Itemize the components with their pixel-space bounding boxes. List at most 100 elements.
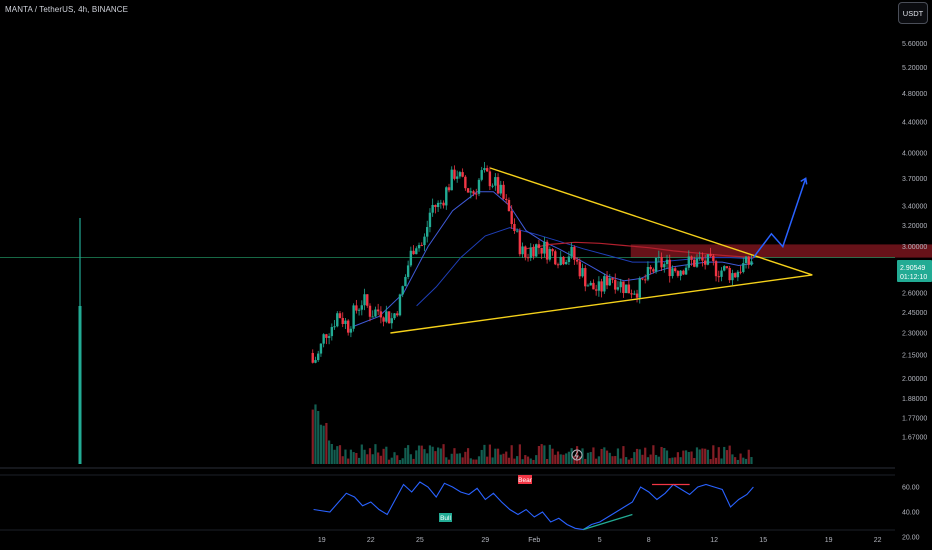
triangle-upper-line — [489, 167, 813, 276]
candle-body — [445, 187, 448, 206]
volume-bar — [736, 459, 739, 464]
volume-bar — [338, 445, 342, 464]
candle-body — [559, 256, 562, 265]
volume-bar — [652, 445, 655, 464]
candle-body — [684, 267, 688, 275]
candle-body — [540, 247, 543, 254]
candle-body — [436, 202, 440, 208]
candle-body — [415, 248, 418, 255]
volume-bar — [439, 448, 442, 464]
volume-bar — [742, 457, 745, 464]
volume-bar — [407, 445, 410, 464]
candle-body — [505, 198, 508, 200]
candle-body — [401, 286, 404, 295]
price-tick-label: 4.80000 — [902, 91, 927, 98]
candle-body — [744, 256, 748, 264]
candle-body — [477, 179, 481, 194]
candle-body — [714, 261, 718, 277]
candle-body — [406, 265, 410, 277]
volume-bar — [524, 455, 527, 464]
volume-bar — [627, 459, 630, 464]
volume-bar — [589, 452, 592, 464]
candle-body — [442, 202, 445, 206]
volume-bar — [355, 452, 358, 464]
candle-body — [466, 188, 470, 193]
candle-body — [747, 256, 750, 265]
candle-body — [654, 257, 658, 272]
volume-bar — [398, 459, 402, 464]
candle-body — [695, 258, 699, 267]
candle-body — [319, 343, 323, 354]
candle-body — [712, 255, 715, 262]
bull-badge: Bull — [439, 513, 452, 522]
candle-body — [652, 269, 655, 272]
volume-bar — [655, 454, 658, 464]
volume-bar — [475, 459, 478, 464]
candle-body — [390, 318, 393, 324]
volume-bar — [641, 454, 644, 464]
volume-bar — [731, 454, 734, 464]
candle-body — [660, 257, 663, 268]
volume-bar — [734, 457, 737, 464]
volume-bar — [559, 454, 562, 464]
candles-layer — [78, 161, 753, 464]
volume-bar — [456, 453, 459, 464]
candle-body — [521, 246, 524, 255]
candle-body — [611, 278, 614, 280]
volume-bar — [480, 449, 483, 464]
candle-body — [396, 313, 399, 316]
grid-layer — [0, 467, 895, 531]
volume-bar — [379, 455, 382, 464]
triangle-pattern-layer — [390, 167, 813, 461]
volume-bar — [592, 447, 595, 464]
candle-body — [630, 293, 633, 295]
volume-bar — [665, 450, 669, 464]
candle-body — [423, 236, 426, 246]
volume-bar — [415, 450, 418, 464]
volume-bar — [720, 458, 723, 464]
candle-body — [627, 284, 631, 294]
price-tick-label: 3.20000 — [902, 223, 927, 230]
candle-body — [338, 313, 342, 318]
candle-body — [736, 271, 740, 278]
candle-body — [78, 306, 82, 464]
candle-body — [581, 268, 584, 277]
candle-body — [496, 177, 500, 194]
bear-badge: Bear — [518, 475, 533, 484]
volume-bar — [619, 458, 622, 464]
volume-bar — [502, 453, 505, 464]
volume-bar — [516, 456, 519, 464]
candle-body — [573, 246, 576, 260]
candle-body — [671, 268, 674, 277]
volume-bar — [608, 452, 611, 464]
volume-bar — [532, 459, 535, 464]
volume-bar — [676, 452, 680, 464]
volume-bar — [466, 448, 470, 464]
currency-button[interactable]: USDT — [898, 2, 928, 24]
volume-bar — [630, 458, 633, 464]
candle-body — [529, 247, 532, 258]
price-tick-label: 1.77000 — [902, 416, 927, 423]
candle-body — [322, 334, 325, 344]
price-tick-label: 4.00000 — [902, 151, 927, 158]
volume-bar — [434, 451, 437, 464]
volume-bar — [529, 458, 532, 464]
candle-body — [649, 266, 652, 270]
volume-bar — [701, 448, 704, 464]
volume-bar — [739, 453, 742, 464]
volume-bar — [728, 445, 731, 464]
volume-bar — [548, 444, 551, 464]
candle-body — [526, 257, 530, 259]
candle-body — [431, 204, 434, 213]
price-badge-countdown: 01:12:10 — [900, 274, 927, 281]
candle-body — [586, 285, 590, 287]
candle-body — [706, 254, 710, 265]
volume-bar — [486, 456, 489, 464]
volume-bar — [499, 454, 502, 464]
bull-badge-label: Bull — [440, 515, 451, 522]
candle-body — [379, 311, 383, 318]
candle-body — [676, 271, 680, 276]
volume-bar — [387, 459, 391, 464]
candle-body — [673, 268, 677, 272]
candle-body — [330, 327, 334, 337]
